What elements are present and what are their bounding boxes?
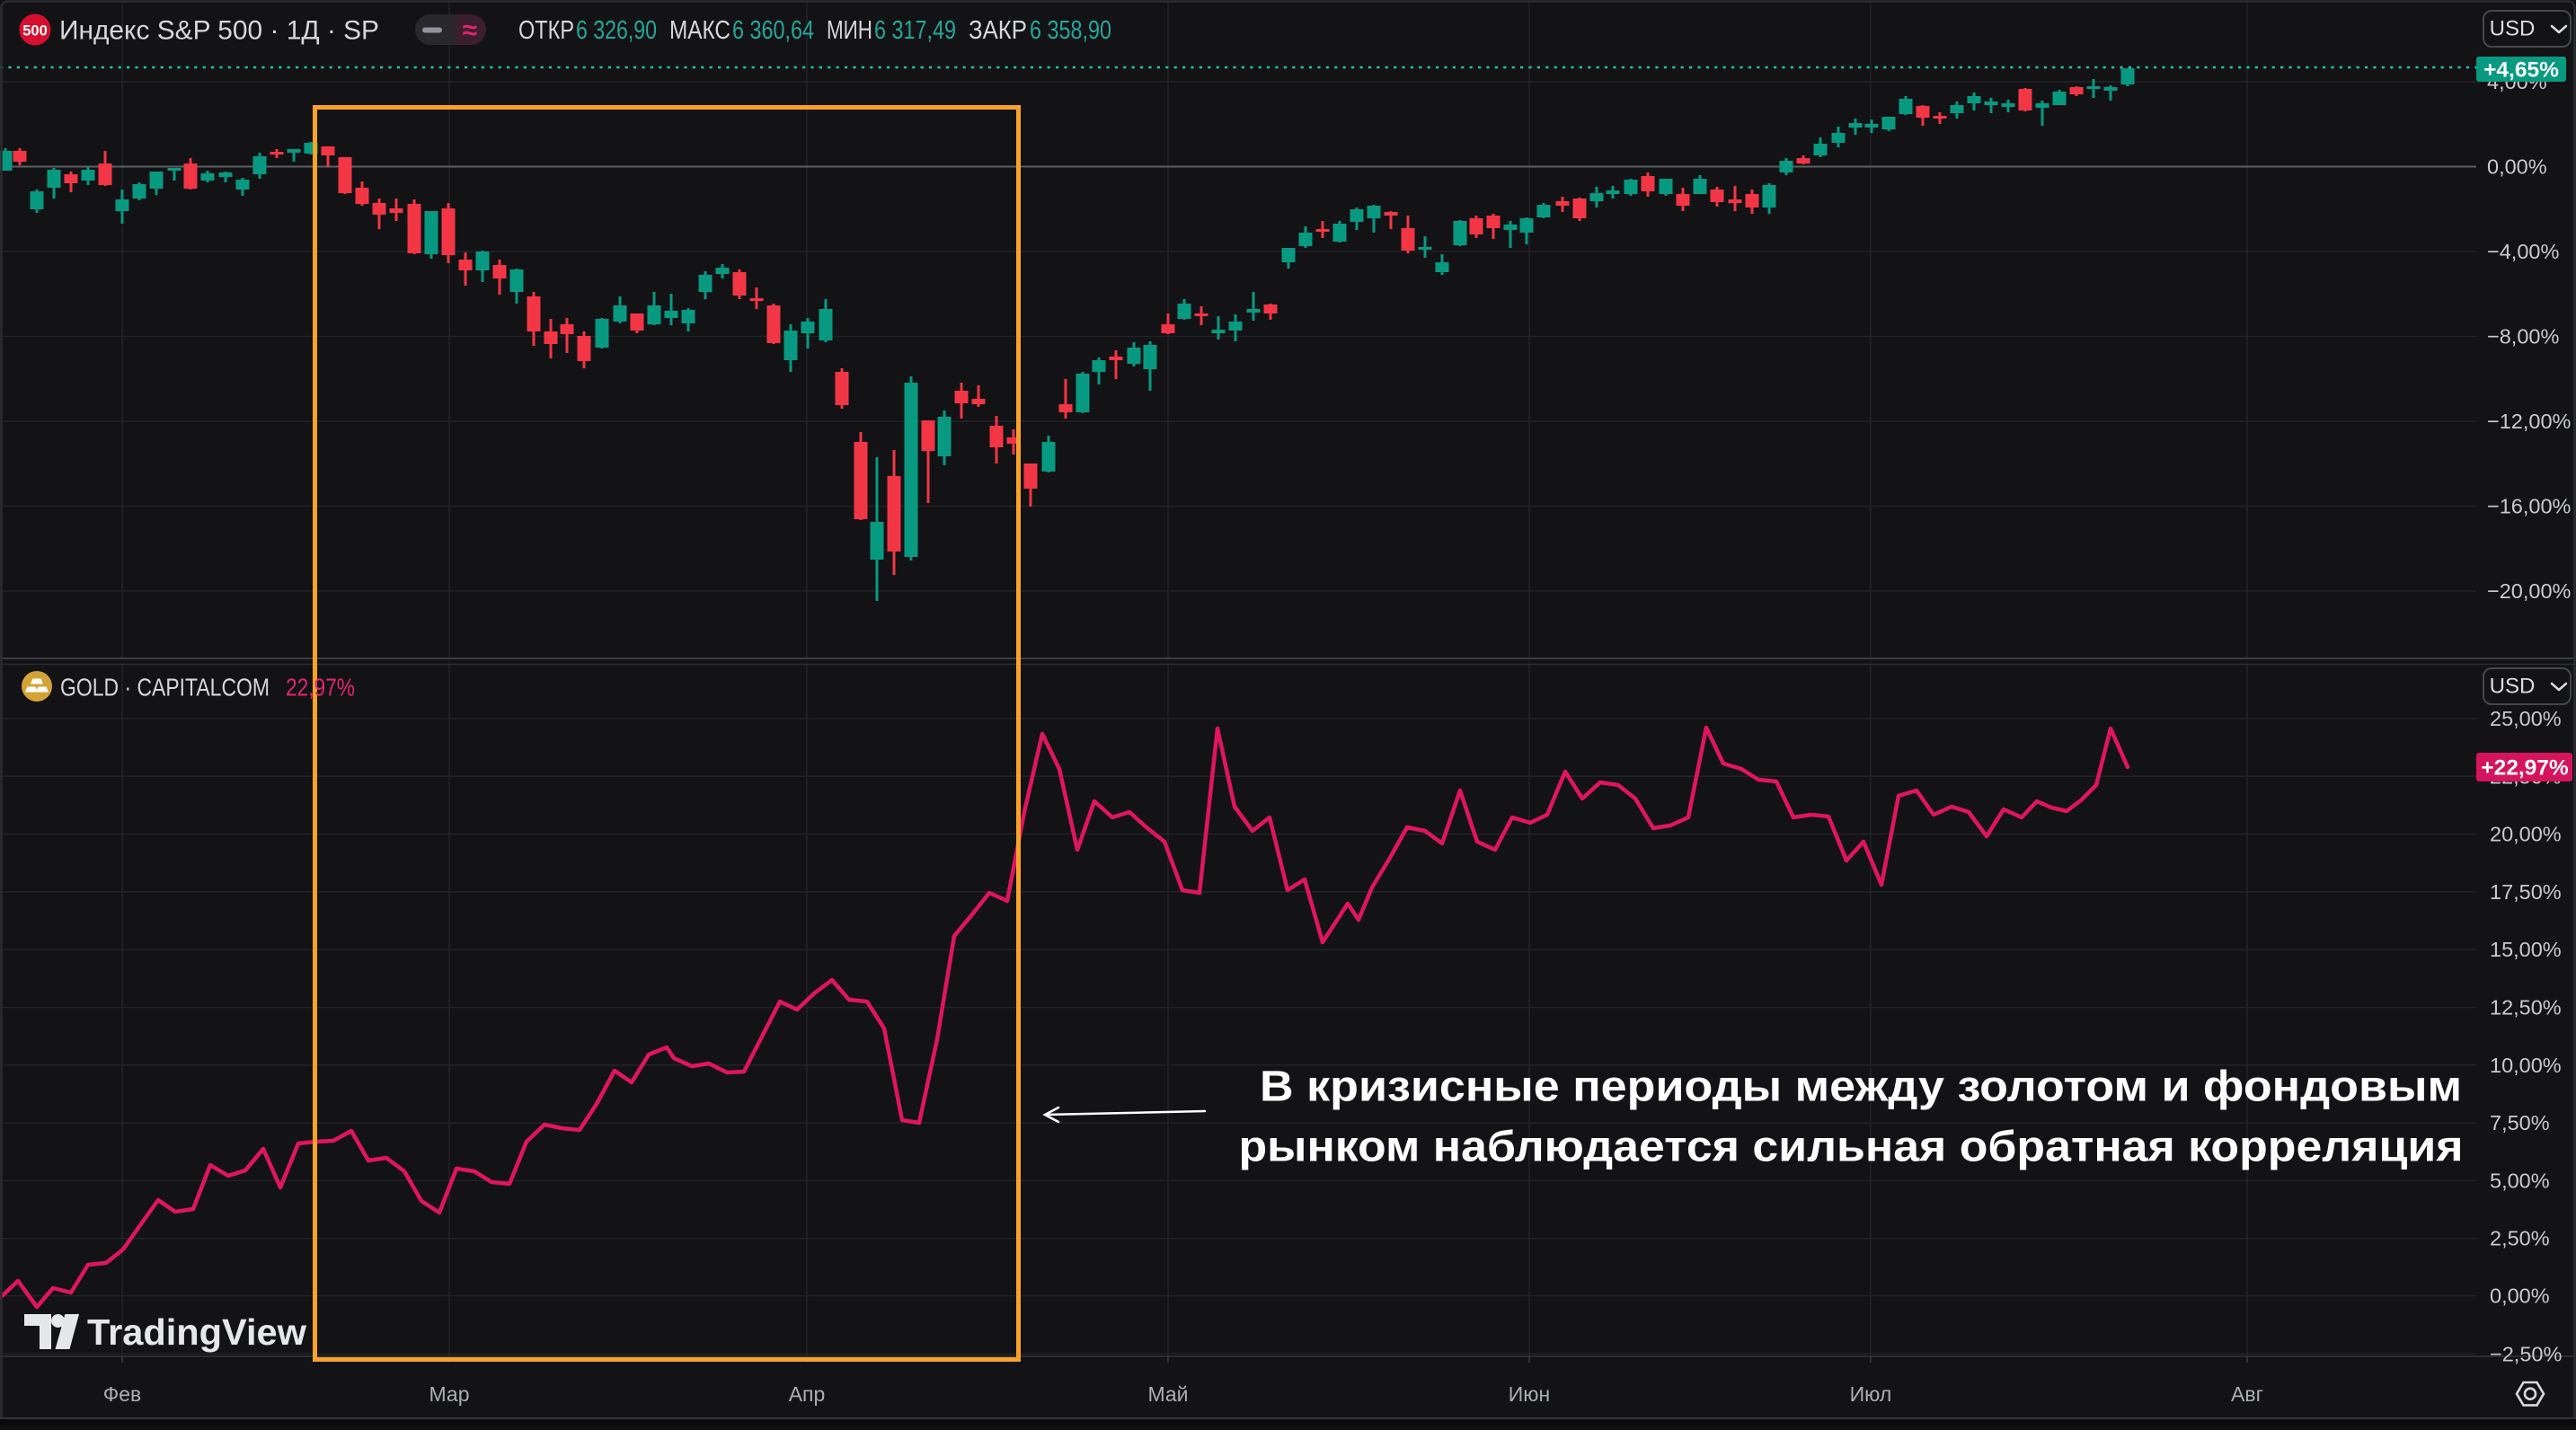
svg-text:USD: USD xyxy=(2490,17,2536,41)
svg-text:USD: USD xyxy=(2490,675,2536,699)
svg-text:Авг: Авг xyxy=(2231,1382,2263,1406)
svg-text:7,50%: 7,50% xyxy=(2490,1111,2550,1134)
svg-text:0,00%: 0,00% xyxy=(2487,155,2547,179)
svg-text:Фев: Фев xyxy=(103,1382,142,1406)
svg-text:2,50%: 2,50% xyxy=(2490,1227,2550,1250)
svg-text:−2,50%: −2,50% xyxy=(2490,1342,2562,1365)
svg-text:ОТКР: ОТКР xyxy=(518,16,574,45)
svg-text:6 360,64: 6 360,64 xyxy=(732,16,814,45)
svg-text:−16,00%: −16,00% xyxy=(2487,495,2572,518)
svg-text:22,97%: 22,97% xyxy=(286,674,355,702)
svg-text:20,00%: 20,00% xyxy=(2490,823,2562,846)
svg-text:Апр: Апр xyxy=(789,1382,826,1406)
svg-text:МИН: МИН xyxy=(827,16,872,45)
svg-text:0,00%: 0,00% xyxy=(2490,1284,2550,1308)
svg-text:12,50%: 12,50% xyxy=(2490,996,2562,1020)
svg-text:+22,97%: +22,97% xyxy=(2481,756,2569,781)
svg-text:−12,00%: −12,00% xyxy=(2487,410,2572,433)
svg-text:В кризисные периоды между золо: В кризисные периоды между золотом и фонд… xyxy=(1260,1064,2462,1111)
svg-text:−4,00%: −4,00% xyxy=(2487,240,2559,263)
svg-text:17,50%: 17,50% xyxy=(2490,880,2562,904)
svg-text:5,00%: 5,00% xyxy=(2490,1169,2550,1192)
svg-text:−8,00%: −8,00% xyxy=(2487,325,2559,349)
svg-text:Май: Май xyxy=(1147,1382,1188,1406)
svg-text:ЗАКР: ЗАКР xyxy=(969,16,1027,45)
svg-text:10,00%: 10,00% xyxy=(2490,1054,2562,1077)
svg-text:МАКС: МАКС xyxy=(669,16,730,45)
svg-text:15,00%: 15,00% xyxy=(2490,938,2562,961)
svg-text:6 358,90: 6 358,90 xyxy=(1030,16,1111,45)
svg-text:6 326,90: 6 326,90 xyxy=(576,16,657,45)
svg-text:TradingView: TradingView xyxy=(87,1311,306,1353)
svg-text:500: 500 xyxy=(22,23,48,40)
svg-text:+4,65%: +4,65% xyxy=(2483,58,2559,83)
svg-text:Июл: Июл xyxy=(1850,1382,1892,1406)
svg-text:GOLD · CAPITALCOM: GOLD · CAPITALCOM xyxy=(60,674,270,702)
svg-text:Июн: Июн xyxy=(1509,1382,1550,1406)
svg-text:25,00%: 25,00% xyxy=(2490,707,2562,730)
svg-text:рынком наблюдается сильная обр: рынком наблюдается сильная обратная корр… xyxy=(1239,1124,2464,1171)
svg-text:Мар: Мар xyxy=(429,1382,469,1406)
svg-text:6 317,49: 6 317,49 xyxy=(874,16,956,45)
svg-text:−20,00%: −20,00% xyxy=(2487,579,2572,603)
svg-text:Индекс S&P 500 · 1Д · SP: Индекс S&P 500 · 1Д · SP xyxy=(59,16,379,46)
svg-text:≈: ≈ xyxy=(463,16,477,46)
